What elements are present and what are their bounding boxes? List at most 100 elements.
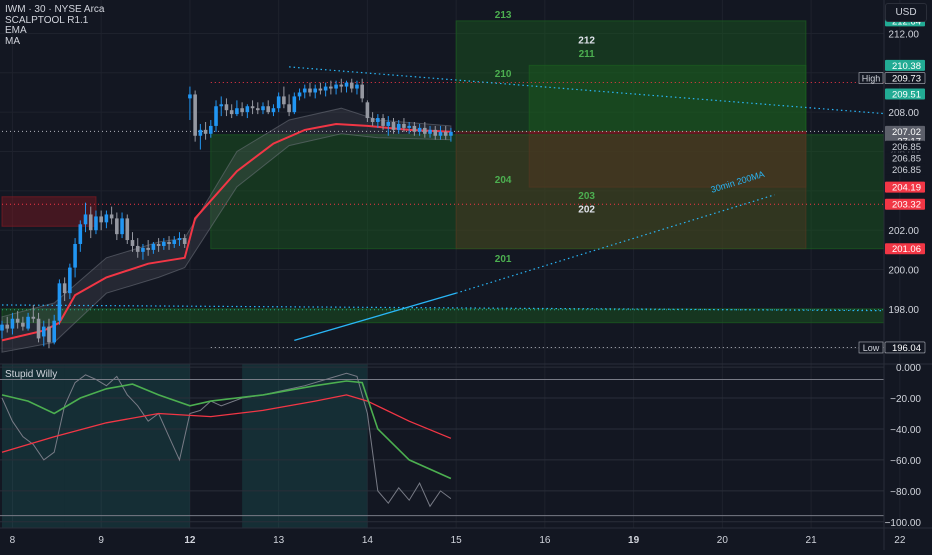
candle-body bbox=[88, 214, 93, 231]
zone-red bbox=[455, 131, 807, 250]
indicator-scalptool[interactable]: SCALPTOOL R1.1 bbox=[5, 14, 89, 26]
oscillator bbox=[0, 364, 884, 528]
candle-body bbox=[21, 322, 25, 327]
candle-body bbox=[214, 106, 218, 126]
price-tick-label: 198.00 bbox=[888, 305, 919, 316]
candles bbox=[0, 78, 453, 349]
level-label: 211 bbox=[579, 49, 596, 60]
candle-body bbox=[313, 88, 317, 93]
extreme-tag-label: Low bbox=[863, 343, 880, 353]
price-tick-label: 208.00 bbox=[888, 108, 919, 119]
candle-body bbox=[94, 216, 98, 231]
candle-body bbox=[99, 216, 103, 223]
date-tick-label: 22 bbox=[894, 535, 906, 546]
chart-legend: IWM · 30 · NYSE Arca SCALPTOOL R1.1 EMA … bbox=[5, 4, 105, 47]
date-tick-label: 16 bbox=[539, 535, 551, 546]
candle-body bbox=[339, 84, 344, 87]
candle-body bbox=[193, 94, 197, 136]
candle-body bbox=[57, 283, 62, 321]
price-tag-label: 206.85 bbox=[892, 142, 921, 153]
candle-body bbox=[41, 326, 46, 337]
candle-body bbox=[15, 318, 20, 323]
indicator-ma[interactable]: MA bbox=[5, 35, 20, 47]
candle-body bbox=[407, 125, 411, 128]
oscillator-title[interactable]: Stupid Willy bbox=[5, 369, 58, 380]
price-tag-bg bbox=[885, 140, 925, 152]
candle-body bbox=[240, 108, 244, 113]
candle-body bbox=[115, 218, 119, 235]
price-tag-bg bbox=[885, 243, 925, 255]
candle-body bbox=[402, 123, 406, 128]
candle-body bbox=[47, 326, 51, 343]
date-tick-label: 19 bbox=[628, 535, 640, 546]
ema-line bbox=[1, 122, 451, 342]
candle-body bbox=[177, 238, 182, 241]
candle-body bbox=[318, 88, 323, 91]
candle-body bbox=[104, 214, 109, 223]
date-tick-label: 14 bbox=[362, 535, 374, 546]
zone-green bbox=[528, 64, 807, 133]
trend-line bbox=[1, 304, 884, 312]
candle-body bbox=[282, 96, 286, 105]
level-label: 202 bbox=[578, 205, 595, 216]
currency-button[interactable]: USD bbox=[885, 3, 927, 22]
candle-body bbox=[360, 84, 364, 99]
candle-body bbox=[83, 214, 88, 225]
candle-body bbox=[376, 118, 380, 122]
price-tick-label: 200.00 bbox=[888, 266, 919, 277]
candle-body bbox=[308, 88, 312, 93]
price-tag-bg bbox=[885, 163, 925, 175]
candle-body bbox=[355, 84, 359, 89]
candle-body bbox=[219, 104, 224, 107]
price-tag-bg bbox=[884, 72, 926, 84]
zone-green bbox=[455, 20, 807, 133]
trend-line bbox=[455, 194, 775, 294]
level-label: 213 bbox=[495, 10, 512, 21]
candle-body bbox=[120, 218, 124, 235]
price-tick-label: 202.00 bbox=[888, 226, 919, 237]
osc-tick-label: 0.000 bbox=[896, 363, 921, 374]
candle-body bbox=[250, 106, 255, 109]
osc-tick-label: −60.00 bbox=[890, 456, 921, 467]
indicator-ema[interactable]: EMA bbox=[5, 25, 27, 36]
candle-body bbox=[443, 131, 448, 136]
candle-body bbox=[198, 129, 203, 136]
candle-body bbox=[261, 106, 265, 111]
candle-body bbox=[287, 104, 291, 113]
extreme-tag-label: High bbox=[862, 74, 881, 84]
price-tag-label: 203.32 bbox=[892, 200, 921, 211]
price-tag-label: 196.04 bbox=[892, 343, 921, 354]
level-label: 203 bbox=[578, 191, 595, 202]
candle-body bbox=[334, 84, 338, 89]
candle-body bbox=[297, 92, 302, 97]
date-tick-label: 21 bbox=[806, 535, 818, 546]
symbol-title[interactable]: IWM · 30 · NYSE Arca bbox=[5, 4, 105, 15]
date-tick-label: 9 bbox=[98, 535, 104, 546]
price-tag-label: 204.19 bbox=[892, 183, 921, 194]
candle-body bbox=[438, 131, 443, 136]
price-tag-bg bbox=[885, 152, 925, 164]
candle-body bbox=[433, 129, 438, 136]
osc-shade bbox=[242, 364, 368, 528]
extreme-tag-bg bbox=[858, 72, 884, 84]
candle-body bbox=[255, 108, 260, 111]
candle-body bbox=[146, 247, 150, 250]
candle-body bbox=[78, 224, 83, 244]
candle-body bbox=[156, 243, 161, 246]
osc-shade bbox=[64, 364, 190, 528]
candle-body bbox=[365, 102, 370, 119]
price-tag-label: 206.85 bbox=[892, 153, 921, 164]
osc-shade bbox=[2, 364, 65, 528]
candle-body bbox=[229, 110, 234, 115]
candle-body bbox=[209, 125, 213, 134]
price-tag-bg bbox=[884, 341, 926, 354]
date-tick-label: 12 bbox=[184, 535, 196, 546]
candle-body bbox=[302, 88, 307, 93]
candle-body bbox=[141, 247, 145, 252]
candle-body bbox=[10, 318, 15, 329]
candle-body bbox=[370, 118, 375, 122]
osc-raw-line bbox=[1, 372, 452, 508]
